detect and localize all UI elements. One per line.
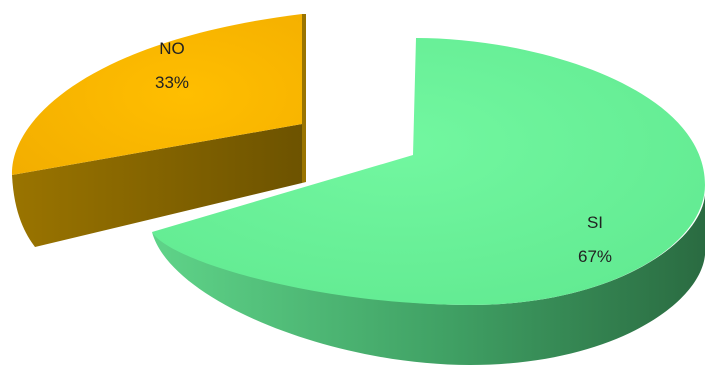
slice-value-si: 67% (578, 247, 612, 266)
pie-slice-si-top (152, 38, 705, 305)
slice-value-no: 33% (155, 73, 189, 92)
slice-label-si: SI (587, 213, 603, 232)
pie-slice-no (11, 14, 306, 247)
pie-slice-no-side (12, 124, 302, 247)
pie-slice-si (152, 38, 705, 365)
pie-slice-no-edge (302, 14, 306, 183)
pie-slice-si-side (152, 195, 705, 365)
slice-label-no: NO (159, 39, 185, 58)
pie-slice-no-top (11, 14, 303, 175)
